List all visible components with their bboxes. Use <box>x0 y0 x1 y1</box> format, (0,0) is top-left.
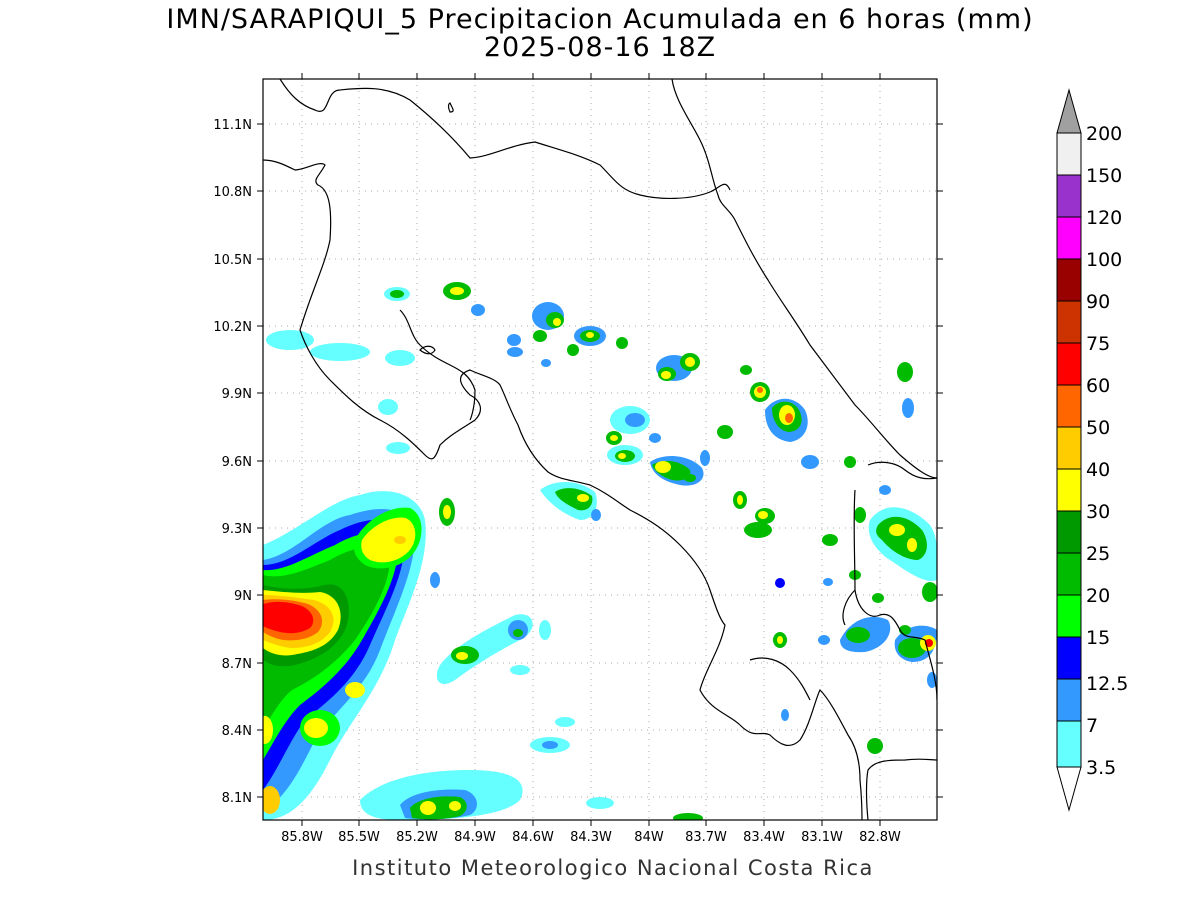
rain-cluster-central <box>540 481 601 521</box>
colorbar-level-label: 30 <box>1086 501 1110 523</box>
lat-label: 8.1N <box>222 791 252 806</box>
colorbar-level-label: 100 <box>1086 249 1122 271</box>
lon-label: 83.4W <box>743 830 785 845</box>
rain-cluster-bottom <box>360 717 703 820</box>
colorbar-segment <box>1056 678 1082 722</box>
colorbar-segment <box>1056 384 1082 428</box>
colorbar-segment <box>1056 468 1082 512</box>
colorbar-segment <box>1056 132 1082 176</box>
map-subtitle: 2025-08-16 18Z <box>483 32 717 63</box>
colorbar-segment <box>1056 426 1082 470</box>
lon-label: 83.1W <box>801 830 843 845</box>
colorbar-level-label: 7 <box>1086 715 1098 737</box>
colorbar-segment <box>1056 720 1082 768</box>
colorbar-level-label: 200 <box>1086 123 1122 145</box>
colorbar-level-label: 75 <box>1086 333 1110 355</box>
colorbar-level-label: 150 <box>1086 165 1122 187</box>
lat-label: 8.4N <box>222 724 252 739</box>
colorbar-segment <box>1056 258 1082 302</box>
colorbar-level-label: 50 <box>1086 417 1110 439</box>
colorbar-level-label: 25 <box>1086 543 1110 565</box>
lon-label: 84.6W <box>512 830 554 845</box>
map-title: IMN/SARAPIQUI_5 Precipitacion Acumulada … <box>166 4 1034 35</box>
map-frame-background <box>263 79 937 820</box>
colorbar-level-label: 12.5 <box>1086 673 1128 695</box>
lon-label: 85.5W <box>338 830 380 845</box>
rain-cluster-central-pacific <box>430 498 551 685</box>
colorbar-segment <box>1056 174 1082 218</box>
lon-label: 85.2W <box>396 830 438 845</box>
map-frame <box>262 78 938 821</box>
lat-label: 10.8N <box>213 185 252 200</box>
colorbar-segment <box>1056 342 1082 386</box>
colorbar: 200 150 120 100 90 75 60 50 40 30 25 20 … <box>1056 88 1128 812</box>
colorbar-level-label: 40 <box>1086 459 1110 481</box>
colorbar-segment <box>1056 216 1082 260</box>
rain-cluster-caribbean <box>606 353 914 588</box>
tick-marks <box>257 73 943 826</box>
colorbar-segment <box>1056 300 1082 344</box>
lat-label: 9.6N <box>222 455 252 470</box>
rain-cluster-north <box>266 282 628 454</box>
colorbar-level-label: 20 <box>1086 585 1110 607</box>
lat-label: 11.1N <box>213 118 252 133</box>
colorbar-segment <box>1056 552 1082 596</box>
longitude-labels: 85.8W 85.5W 85.2W 84.9W 84.6W 84.3W 84W … <box>281 830 901 845</box>
lon-label: 83.7W <box>685 830 727 845</box>
lon-label: 84.3W <box>570 830 612 845</box>
lat-label: 10.2N <box>213 320 252 335</box>
lon-label: 84.9W <box>454 830 496 845</box>
footer-credit: Instituto Meteorologico Nacional Costa R… <box>352 856 874 880</box>
lon-label: 84W <box>634 830 664 845</box>
lon-label: 85.8W <box>281 830 323 845</box>
colorbar-level-label: 120 <box>1086 207 1122 229</box>
latitude-labels: 11.1N 10.8N 10.5N 10.2N 9.9N 9.6N 9.3N 9… <box>213 118 252 806</box>
rain-cluster-southwest <box>263 491 426 820</box>
colorbar-segment <box>1056 594 1082 638</box>
colorbar-under-triangle <box>1056 766 1082 812</box>
colorbar-segment <box>1056 636 1082 680</box>
colorbar-segment <box>1056 510 1082 554</box>
colorbar-level-label: 60 <box>1086 375 1110 397</box>
colorbar-level-label: 15 <box>1086 627 1110 649</box>
lat-label: 9.9N <box>222 387 252 402</box>
lat-label: 10.5N <box>213 253 252 268</box>
colorbar-over-triangle <box>1056 88 1082 134</box>
lat-label: 8.7N <box>222 657 252 672</box>
lon-label: 82.8W <box>859 830 901 845</box>
precipitation-fields <box>263 282 937 820</box>
colorbar-level-label: 3.5 <box>1086 757 1116 779</box>
coastlines <box>263 79 937 820</box>
lat-label: 9N <box>234 589 252 604</box>
lat-label: 9.3N <box>222 522 252 537</box>
colorbar-level-label: 90 <box>1086 291 1110 313</box>
